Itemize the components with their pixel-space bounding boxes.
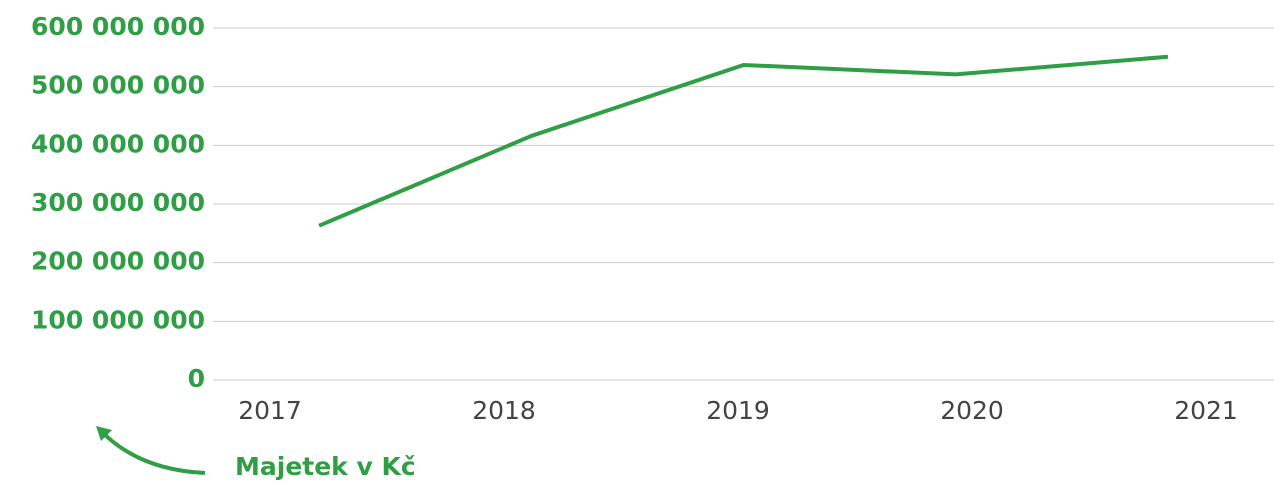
y-tick-label: 0: [188, 364, 205, 393]
x-tick-label: 2019: [706, 396, 770, 425]
x-tick-label: 2021: [1174, 396, 1238, 425]
y-tick-label: 600 000 000: [31, 12, 205, 41]
y-tick-label: 200 000 000: [31, 247, 205, 276]
x-tick-label: 2018: [472, 396, 536, 425]
x-tick-label: 2017: [238, 396, 302, 425]
arrow-head: [96, 426, 112, 441]
y-tick-label: 400 000 000: [31, 129, 205, 158]
y-tick-label: 500 000 000: [31, 71, 205, 100]
annotation-arrow: [100, 430, 206, 475]
y-tick-label: 100 000 000: [31, 305, 205, 334]
line: [318, 54, 1169, 228]
x-tick-label: 2020: [940, 396, 1004, 425]
y-tick-label: 300 000 000: [31, 188, 205, 217]
annotation: Majetek v Kč: [235, 452, 416, 481]
